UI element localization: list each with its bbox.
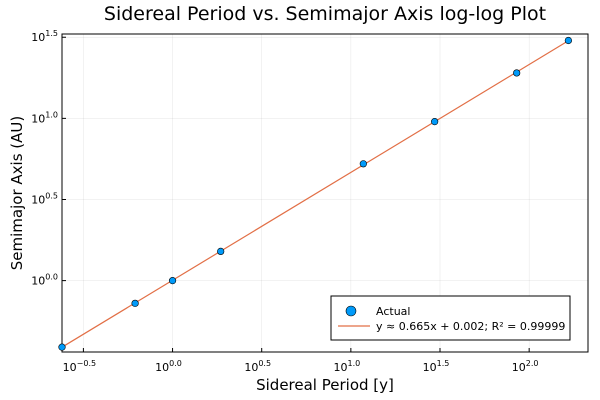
legend-label-fit: y ≈ 0.665x + 0.002; R² = 0.99999 bbox=[376, 320, 565, 333]
data-point bbox=[217, 247, 225, 256]
data-point bbox=[513, 69, 521, 77]
fit-line bbox=[61, 40, 569, 348]
y-axis-ticks: 100.0 100.5 101.0 101.5 bbox=[31, 29, 66, 288]
x-tick-label: 101.5 bbox=[423, 359, 450, 374]
grid bbox=[62, 34, 588, 352]
x-tick-label: 102.0 bbox=[512, 359, 539, 374]
data-point bbox=[58, 343, 66, 351]
plot-frame bbox=[61, 33, 589, 353]
y-tick-label: 101.5 bbox=[31, 29, 58, 44]
x-tick-label: 100.0 bbox=[155, 359, 182, 374]
data-point bbox=[431, 118, 439, 126]
chart-title: Sidereal Period vs. Semimajor Axis log-l… bbox=[104, 3, 546, 25]
legend-label-actual: Actual bbox=[376, 305, 410, 318]
y-tick-label: 100.5 bbox=[31, 191, 58, 206]
x-axis-label: Sidereal Period [y] bbox=[256, 376, 394, 394]
data-point bbox=[359, 160, 367, 168]
data-point bbox=[168, 277, 177, 285]
y-axis-label: Semimajor Axis (AU) bbox=[8, 116, 26, 270]
x-tick-label: 101.0 bbox=[333, 359, 360, 374]
series-layer bbox=[58, 36, 572, 351]
x-tick-label: 10−0.5 bbox=[63, 359, 96, 374]
data-point bbox=[564, 36, 572, 45]
y-tick-label: 100.0 bbox=[31, 273, 58, 288]
x-tick-label: 100.5 bbox=[244, 359, 271, 374]
y-tick-label: 101.0 bbox=[31, 110, 58, 125]
data-point bbox=[131, 299, 139, 307]
legend-box bbox=[330, 295, 571, 341]
legend-marker-actual bbox=[345, 305, 357, 317]
x-axis-ticks: 10−0.5 100.0 100.5 101.0 101.5 102.0 bbox=[63, 348, 539, 374]
legend: Actual y ≈ 0.665x + 0.002; R² = 0.99999 bbox=[330, 295, 571, 341]
